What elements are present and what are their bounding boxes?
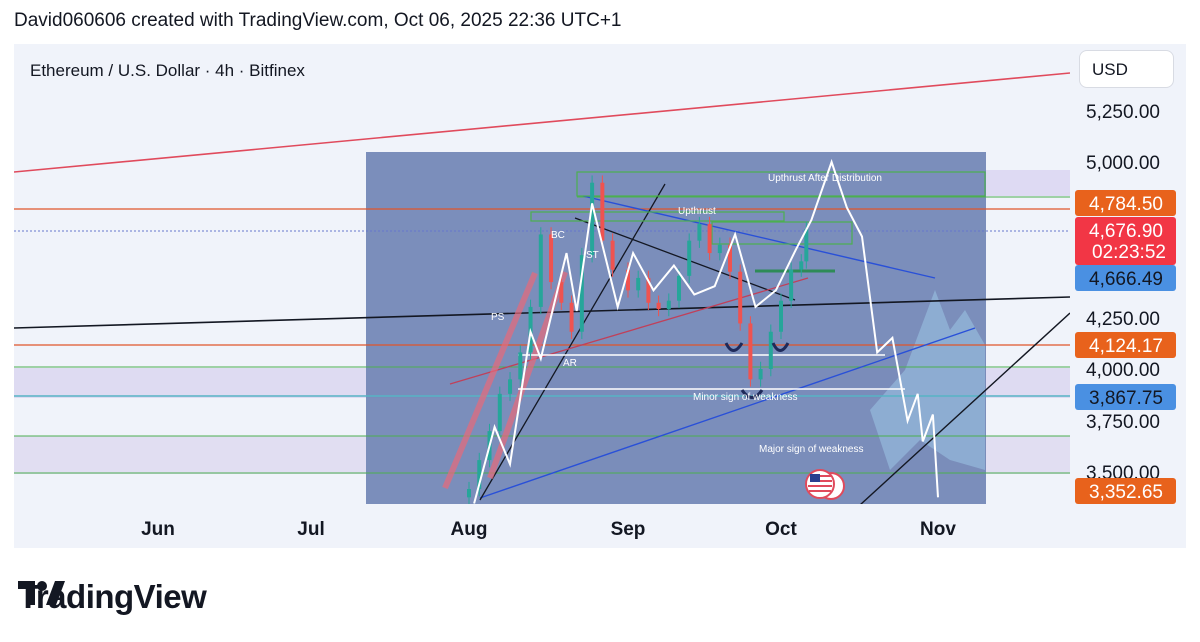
annotation-utad: Upthrust After Distribution [768,173,882,184]
supply-band [985,170,1070,196]
candle-body [789,269,794,301]
projection-path-group [473,158,939,504]
range-box [711,221,853,245]
candle-body [626,269,630,291]
utad-box [576,171,986,197]
candle-body [687,240,692,276]
candle-body [768,331,773,369]
candle-body [538,234,543,307]
price-label-4124-bg [1075,332,1176,358]
candle-body [646,277,651,303]
red-trendline [14,72,1070,173]
candle-body [610,240,615,270]
time-tick-nov: Nov [920,519,956,540]
annotation-ar: AR [563,358,577,369]
plot-area: Upthrust After Distribution Upthrust BC … [14,72,1070,504]
candle-body [467,489,471,498]
annotation-upthrust: Upthrust [678,206,716,217]
price-tick-4000: 4,000.00 [1086,360,1160,381]
price-labels: 4,784.50 4,676.90 02:23:52 4,666.49 4,12… [1075,190,1176,504]
symbol-title: Ethereum / U.S. Dollar · 4h · Bitfinex [30,61,305,80]
price-label-last: 4,676.90 [1089,221,1163,242]
price-tick-3750: 3,750.00 [1086,412,1160,433]
time-axis[interactable]: Jun Jul Aug Sep Oct Nov [141,519,956,540]
price-label-4784: 4,784.50 [1089,194,1163,215]
blue-channel-lower [479,327,976,499]
currency-selector[interactable]: USD [1079,50,1174,88]
candle-body [636,277,641,291]
annotation-st: ST [586,250,599,261]
candle-body [579,255,584,332]
candle-body [717,244,722,254]
annotation-bc: BC [551,230,565,241]
annotation-ps: PS [491,312,505,323]
price-label-4666-bg [1075,265,1176,291]
annotation-major-sow: Major sign of weakness [759,444,864,455]
candle-body [677,275,681,301]
annotation-minor-sow: Minor sign of weakness [693,392,798,403]
candle-body [590,182,595,256]
candle-body [656,302,661,309]
black-rising-line [860,312,1070,504]
sow-marker [740,389,764,399]
price-label-3352: 3,352.65 [1089,482,1163,503]
red-rising-line [449,277,809,385]
price-label-3867-bg [1075,384,1176,410]
price-tick-5250: 5,250.00 [1086,102,1160,123]
price-label-4666: 4,666.49 [1089,269,1163,290]
candle-body [549,234,554,283]
candle-body [666,300,671,309]
price-label-4124: 4,124.17 [1089,336,1163,357]
black-trendline [14,296,1070,329]
time-tick-sep: Sep [611,519,646,540]
candle-body [799,261,804,270]
blue-channel-upper [582,195,936,279]
candle-body [804,228,809,262]
us-flag-event-icon[interactable] [805,469,845,500]
price-axis[interactable]: 5,250.00 5,000.00 4,250.00 4,000.00 3,75… [1086,102,1160,484]
time-tick-aug: Aug [451,519,488,540]
candle-body [477,460,482,490]
bar-countdown: 02:23:52 [1092,242,1166,263]
candle-body [758,369,763,380]
candle-body [779,300,783,332]
candle-body [707,224,712,254]
candle-body [497,393,502,432]
spring-marker-2 [771,342,790,352]
price-label-3867: 3,867.75 [1089,388,1163,409]
price-tick-4250: 4,250.00 [1086,309,1160,330]
candle-body [569,302,574,332]
candle-body [518,352,523,380]
candle-body [748,323,753,380]
black-descending-line [574,217,796,301]
price-label-3352-bg [1075,478,1176,504]
candle-body [600,182,605,241]
time-tick-jun: Jun [141,519,175,540]
time-tick-jul: Jul [297,519,324,540]
tradingview-logo-icon [18,581,65,605]
upthrust-box [530,211,785,222]
price-tick-5000: 5,000.00 [1086,153,1160,174]
time-tick-oct: Oct [765,519,797,540]
black-steep-line [479,183,666,501]
candle-body [728,244,732,272]
candle-body [559,282,564,303]
candle-body [738,271,743,324]
spring-marker-1 [724,342,744,352]
tradingview-brand: TradingView [18,578,207,616]
chart-attribution: David060606 created with TradingView.com… [14,10,622,31]
price-label-4784-bg [1075,190,1176,216]
pink-channel-1 [442,271,538,490]
candle-body [508,379,513,394]
candle-body [697,224,702,241]
projection-path [473,158,939,504]
price-label-last-bg [1075,217,1176,265]
